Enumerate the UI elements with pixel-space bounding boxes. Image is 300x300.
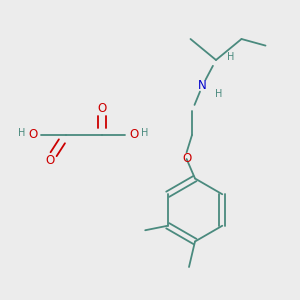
Text: N: N — [198, 79, 207, 92]
Text: O: O — [45, 154, 54, 167]
Text: H: H — [141, 128, 148, 139]
Text: H: H — [215, 89, 223, 99]
Text: O: O — [28, 128, 38, 142]
Text: O: O — [98, 101, 106, 115]
Text: O: O — [129, 128, 138, 142]
Text: O: O — [182, 152, 191, 166]
Text: H: H — [18, 128, 25, 139]
Text: H: H — [227, 52, 235, 62]
